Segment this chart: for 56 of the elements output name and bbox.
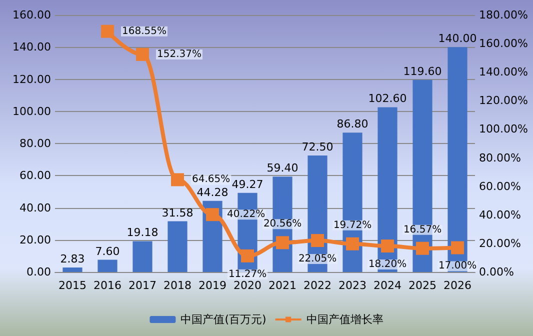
y2-tick-label: 0.00% bbox=[479, 266, 514, 278]
y-tick-label: 20.00 bbox=[20, 233, 51, 246]
x-tick-label: 2020 bbox=[234, 279, 262, 292]
y-tick-label: 80.00 bbox=[20, 137, 51, 150]
y2-tick-label: 40.00% bbox=[479, 208, 521, 222]
y2-tick-label: 180.00% bbox=[479, 8, 528, 22]
y2-tick-label: 120.00% bbox=[479, 94, 528, 108]
data-label: 140.00 bbox=[438, 32, 477, 46]
y-tick-label: 160.00 bbox=[12, 8, 51, 22]
data-label: 86.80 bbox=[336, 118, 368, 131]
data-label: 2.83 bbox=[60, 252, 85, 266]
y-tick-label: 60.00 bbox=[20, 169, 51, 182]
x-tick-label: 2018 bbox=[164, 279, 192, 292]
y-tick-label: 0.00 bbox=[26, 266, 51, 278]
data-label: 18.20% bbox=[368, 259, 407, 270]
data-label: 168.55% bbox=[122, 26, 166, 37]
data-label: 22.05% bbox=[298, 254, 337, 265]
data-label: 31.58 bbox=[162, 206, 194, 220]
y-tick-label: 100.00 bbox=[12, 104, 51, 118]
data-label: 152.37% bbox=[157, 48, 202, 60]
x-tick-label: 2021 bbox=[268, 279, 296, 292]
legend-label: 中国产值增长率 bbox=[306, 313, 384, 326]
data-label: 64.65% bbox=[192, 174, 230, 186]
y2-tick-label: 140.00% bbox=[479, 66, 528, 79]
y-tick-label: 140.00 bbox=[12, 40, 51, 54]
x-tick-label: 2025 bbox=[408, 279, 436, 292]
data-label: 44.28 bbox=[196, 186, 228, 199]
y-tick-label: 120.00 bbox=[12, 72, 51, 86]
data-label: 72.50 bbox=[302, 140, 334, 154]
data-label: 17.00% bbox=[438, 260, 477, 272]
x-tick-label: 2019 bbox=[198, 279, 226, 292]
y2-tick-label: 60.00% bbox=[479, 180, 521, 193]
data-label: 59.40 bbox=[266, 162, 298, 175]
x-tick-label: 2015 bbox=[58, 279, 86, 292]
x-tick-label: 2017 bbox=[128, 279, 156, 292]
data-label: 102.60 bbox=[368, 92, 407, 106]
legend-label: 中国产值(百万元) bbox=[180, 313, 266, 326]
data-label: 11.27% bbox=[228, 268, 267, 280]
y2-tick-label: 20.00% bbox=[479, 236, 521, 250]
data-label: 7.60 bbox=[95, 244, 120, 258]
data-label: 49.27 bbox=[232, 178, 264, 191]
x-tick-label: 2024 bbox=[374, 279, 402, 292]
data-label: 119.60 bbox=[403, 64, 442, 78]
y2-tick-label: 80.00% bbox=[479, 151, 521, 164]
data-label: 19.72% bbox=[333, 220, 372, 231]
x-tick-label: 2026 bbox=[444, 279, 472, 292]
x-tick-label: 2016 bbox=[94, 279, 122, 292]
data-label: 16.57% bbox=[403, 224, 442, 236]
x-tick-label: 2023 bbox=[338, 279, 366, 292]
y2-tick-label: 160.00% bbox=[479, 37, 528, 50]
data-label: 19.18 bbox=[126, 226, 158, 240]
y-tick-label: 40.00 bbox=[20, 201, 51, 214]
x-tick-label: 2022 bbox=[304, 279, 332, 292]
data-label: 20.56% bbox=[263, 218, 302, 230]
y2-tick-label: 100.00% bbox=[479, 122, 528, 136]
data-label: 40.22% bbox=[227, 209, 266, 220]
